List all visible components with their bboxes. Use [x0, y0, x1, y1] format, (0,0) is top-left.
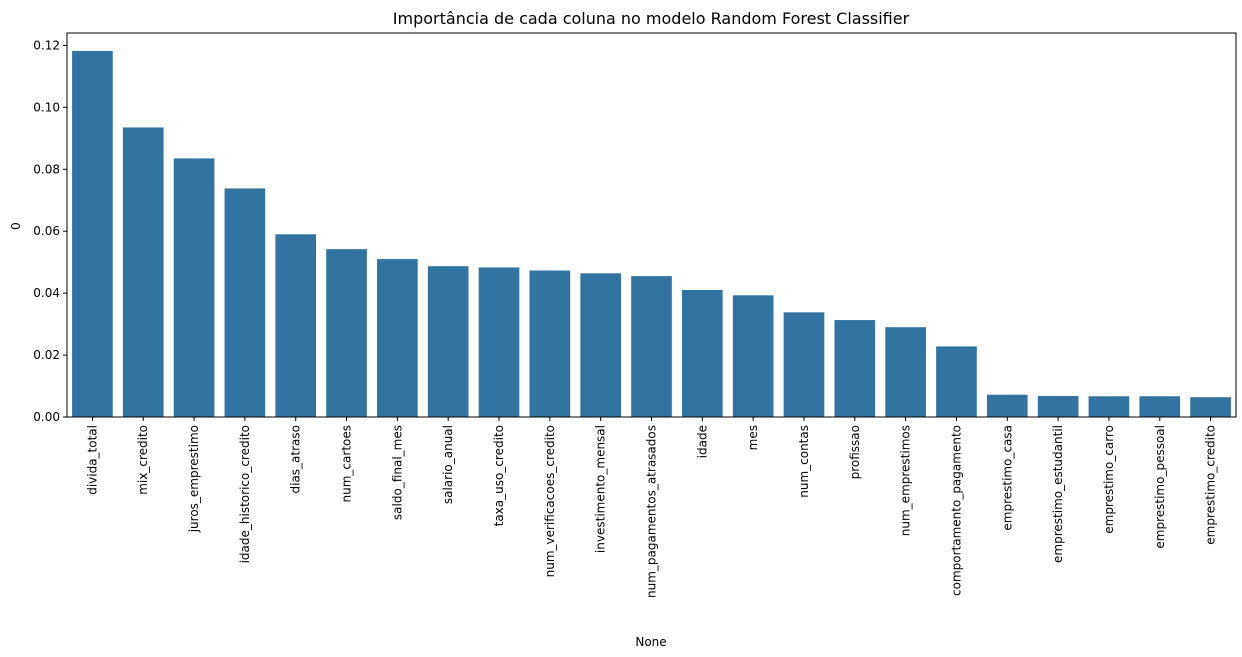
x-tick-label-emprestimo_credito: emprestimo_credito [1204, 425, 1218, 545]
bar-num_emprestimos [885, 327, 926, 417]
plot-frame [66, 32, 1237, 418]
y-tick-label: 0.10 [33, 100, 60, 114]
x-tick-label-investimento_mensal: investimento_mensal [594, 425, 608, 553]
x-tick-label-emprestimo_carro: emprestimo_carro [1102, 425, 1116, 534]
x-tick-label-emprestimo_pessoal: emprestimo_pessoal [1153, 425, 1167, 549]
x-tick-label-idade_historico_credito: idade_historico_credito [238, 425, 252, 563]
bar-idade [681, 290, 723, 417]
bar-emprestimo_carro [1088, 396, 1130, 417]
bar-mes [732, 295, 774, 417]
x-tick-label-juros_emprestimo: juros_emprestimo [187, 425, 201, 533]
x-tick-label-num_emprestimos: num_emprestimos [899, 425, 913, 536]
bar-saldo_final_mes [377, 259, 418, 417]
x-tick-label-num_contas: num_contas [797, 425, 811, 498]
x-axis-label: None [635, 635, 666, 649]
x-tick-label-comportamento_pagamento: comportamento_pagamento [949, 425, 963, 596]
x-tick-label-mes: mes [746, 425, 760, 450]
y-tick-label: 0.06 [33, 224, 60, 238]
bar-emprestimo_estudantil [1037, 395, 1079, 417]
x-tick-label-num_cartoes: num_cartoes [340, 425, 354, 502]
x-tick-label-divida_total: divida_total [85, 425, 99, 495]
x-tick-label-num_pagamentos_atrasados: num_pagamentos_atrasados [645, 425, 659, 598]
bar-divida_total [72, 50, 113, 417]
bar-salario_anual [427, 266, 469, 417]
bar-dias_atraso [275, 234, 317, 417]
y-tick-label: 0.12 [33, 38, 60, 52]
bar-num_cartoes [326, 249, 367, 417]
x-tick-label-num_verificacoes_credito: num_verificacoes_credito [543, 425, 557, 577]
bar-idade_historico_credito [224, 188, 266, 417]
x-tick-label-idade: idade [695, 425, 709, 458]
x-tick-label-salario_anual: salario_anual [441, 425, 455, 504]
x-tick-label-saldo_final_mes: saldo_final_mes [390, 425, 404, 520]
y-tick-label: 0.08 [33, 162, 60, 176]
y-axis: 0.00 0.02 0.04 0.06 0.08 0.10 0.12 [33, 38, 67, 424]
x-axis: divida_total mix_credito juros_emprestimo i… [85, 417, 1218, 598]
y-axis-label: 0 [9, 222, 23, 230]
y-tick-label: 0.00 [33, 410, 60, 424]
bar-num_verificacoes_credito [529, 270, 571, 417]
bars [72, 50, 1231, 418]
bar-emprestimo_pessoal [1139, 396, 1181, 417]
x-tick-label-profissao: profissao [848, 425, 862, 479]
bar-juros_emprestimo [173, 158, 215, 417]
bar-taxa_uso_credito [478, 267, 520, 417]
bar-profissao [834, 320, 876, 417]
bar-num_pagamentos_atrasados [631, 276, 672, 417]
bar-investimento_mensal [580, 273, 622, 417]
x-tick-label-dias_atraso: dias_atraso [289, 425, 303, 494]
bar-emprestimo_casa [986, 394, 1028, 417]
bar-mix_credito [122, 127, 164, 418]
bar-num_contas [783, 312, 825, 417]
chart-title: Importância de cada coluna no modelo Ran… [393, 9, 910, 28]
x-tick-label-mix_credito: mix_credito [136, 425, 150, 495]
bar-emprestimo_credito [1190, 397, 1231, 417]
y-tick-label: 0.02 [33, 348, 60, 362]
x-tick-label-emprestimo_casa: emprestimo_casa [1000, 425, 1014, 531]
y-tick-label: 0.04 [33, 286, 60, 300]
x-tick-label-taxa_uso_credito: taxa_uso_credito [492, 425, 506, 526]
x-tick-label-emprestimo_estudantil: emprestimo_estudantil [1051, 425, 1065, 563]
bar-comportamento_pagamento [936, 346, 977, 417]
